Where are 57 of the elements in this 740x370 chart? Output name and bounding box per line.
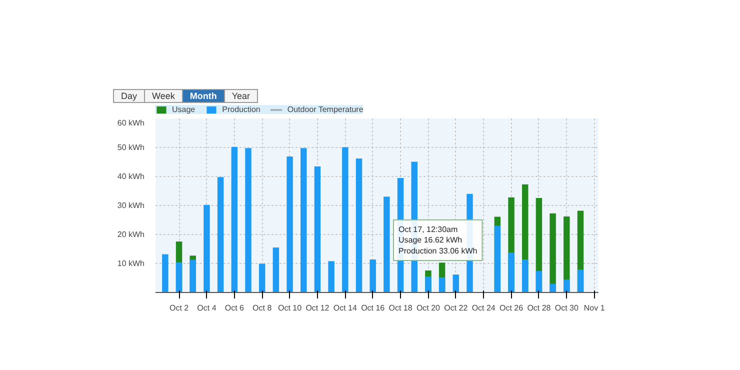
x-tick-label: Oct 26 bbox=[500, 304, 524, 312]
bar bbox=[370, 259, 376, 292]
x-tick-label: Oct 10 bbox=[278, 304, 302, 312]
annotation: Oct 17, 12:30am bbox=[398, 224, 458, 234]
y-tick-label: 60 kWh bbox=[117, 118, 145, 128]
x-tick-label: Oct 20 bbox=[416, 304, 441, 312]
bar bbox=[162, 254, 168, 292]
bar bbox=[245, 148, 252, 292]
text: Month bbox=[182, 89, 225, 103]
bar bbox=[300, 148, 307, 292]
x-tick-label: Oct 8 bbox=[252, 304, 272, 312]
annotation: Usage 16.62 kWh bbox=[398, 236, 462, 245]
bar bbox=[536, 271, 542, 292]
legend-label: Outdoor Temperature bbox=[287, 105, 364, 114]
bar bbox=[176, 262, 182, 292]
bar bbox=[550, 284, 556, 292]
bar bbox=[204, 204, 210, 292]
bar bbox=[452, 274, 460, 292]
x-tick-label: Nov 1 bbox=[584, 304, 606, 312]
x-tick-label: Oct 30 bbox=[554, 304, 579, 312]
bar bbox=[328, 261, 334, 292]
annotation: Production 33.06 kWh bbox=[398, 246, 478, 256]
text: Day bbox=[113, 89, 146, 103]
x-tick-label: Oct 6 bbox=[224, 304, 245, 312]
text: Week bbox=[144, 89, 183, 103]
y-tick-label: 10 kWh bbox=[117, 259, 145, 268]
bar bbox=[438, 277, 446, 292]
y-tick-label: 40 kWh bbox=[117, 172, 145, 181]
bar bbox=[286, 156, 293, 292]
bar bbox=[356, 158, 362, 292]
x-tick-label: Oct 18 bbox=[388, 304, 413, 312]
bar bbox=[425, 276, 432, 292]
y-tick-label: 30 kWh bbox=[117, 201, 145, 210]
legend-label: Usage bbox=[172, 105, 196, 114]
bar bbox=[258, 264, 266, 292]
bar bbox=[577, 270, 584, 292]
text: Year bbox=[224, 89, 258, 103]
x-tick-label: Oct 24 bbox=[472, 304, 496, 312]
x-tick-label: Oct 2 bbox=[169, 304, 190, 312]
bar bbox=[217, 177, 224, 292]
bar bbox=[384, 196, 390, 292]
bar bbox=[272, 248, 280, 292]
legend-label: Production bbox=[222, 105, 260, 114]
bar bbox=[508, 252, 514, 292]
y-tick-label: 20 kWh bbox=[117, 230, 145, 239]
y-tick-label: 50 kWh bbox=[117, 143, 145, 152]
x-tick-label: Oct 16 bbox=[361, 304, 386, 312]
bar bbox=[314, 166, 321, 292]
x-tick-label: Oct 12 bbox=[306, 304, 330, 312]
bar bbox=[522, 259, 528, 292]
x-tick-label: Oct 22 bbox=[444, 304, 468, 312]
bar bbox=[231, 146, 238, 292]
x-tick-label: Oct 28 bbox=[527, 304, 552, 312]
x-tick-label: Oct 14 bbox=[333, 304, 358, 312]
bar bbox=[342, 147, 348, 292]
x-tick-label: Oct 4 bbox=[197, 304, 217, 312]
bar bbox=[564, 279, 570, 292]
